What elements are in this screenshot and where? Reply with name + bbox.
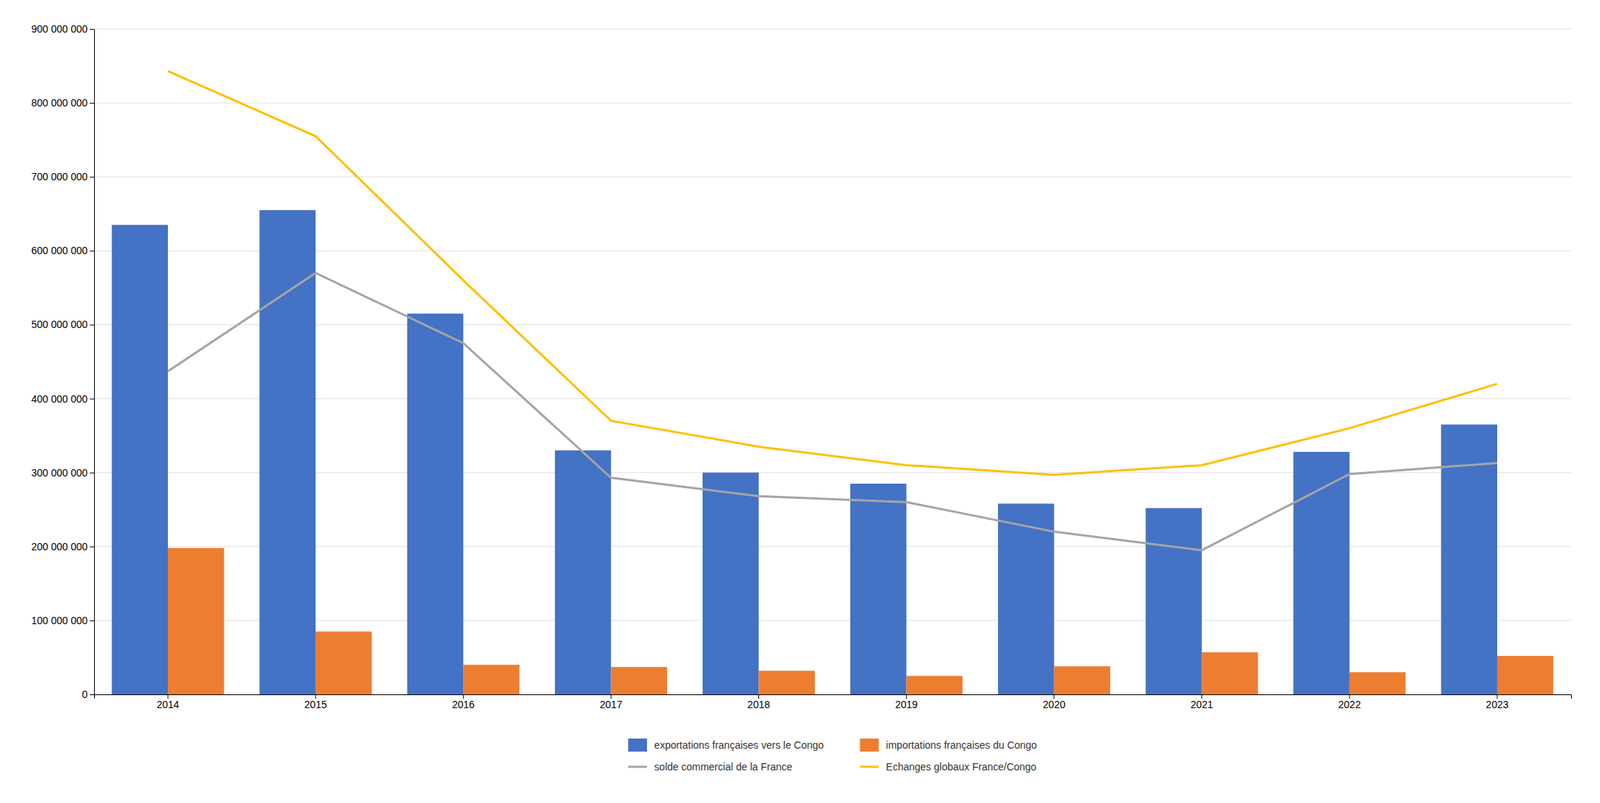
tick-mark	[89, 250, 95, 252]
tick-label: 0	[81, 688, 88, 700]
bar	[1054, 665, 1111, 694]
tick: 2015	[304, 693, 328, 710]
legend-item: Echanges globaux France/Congo	[859, 760, 1037, 773]
tick-label: 2021	[1190, 698, 1213, 710]
tick: 2019	[895, 693, 918, 710]
tick-mark	[89, 620, 95, 621]
tick: 400 000 000	[31, 392, 95, 405]
bar	[906, 675, 964, 694]
tick: 700 000 000	[31, 170, 95, 183]
tick-label: 700 000 000	[31, 170, 88, 183]
legend-swatch	[628, 765, 647, 768]
bar	[997, 503, 1055, 694]
tick-label: 500 000 000	[31, 318, 88, 330]
tick: 900 000 000	[31, 23, 95, 35]
tick: 2017	[599, 693, 623, 710]
line	[167, 70, 1498, 475]
tick-label: 400 000 000	[31, 392, 88, 405]
tick-mark	[89, 472, 95, 474]
legend-item: solde commercial de la France	[628, 760, 793, 773]
legend-label: importations françaises du Congo	[885, 738, 1037, 751]
tick: 500 000 000	[31, 318, 95, 330]
grid-line	[94, 102, 1572, 104]
legend-swatch	[628, 738, 647, 752]
tick-label: 800 000 000	[31, 96, 88, 109]
grid-line	[94, 28, 1572, 30]
tick: 300 000 000	[31, 466, 95, 479]
tick: 2016	[452, 693, 475, 710]
bar	[315, 631, 372, 694]
tick-mark	[89, 176, 95, 178]
tick-label: 2022	[1338, 698, 1361, 710]
tick: 0	[81, 688, 95, 700]
bar	[758, 670, 815, 694]
tick-mark	[89, 28, 95, 30]
bar	[850, 483, 907, 694]
tick-label: 200 000 000	[31, 540, 88, 553]
tick: 2014	[156, 693, 179, 710]
y-axis: 0 100 000 000 200 000 000 300 000 000 400 00…	[31, 23, 95, 700]
tick-label: 100 000 000	[31, 614, 88, 626]
tick-mark	[89, 546, 95, 548]
tick: 100 000 000	[31, 614, 95, 626]
tick-mark	[89, 398, 95, 400]
tick-mark	[89, 102, 95, 104]
bar	[167, 547, 225, 694]
bar	[555, 450, 612, 694]
legend-label: solde commercial de la France	[654, 760, 793, 773]
plot-area	[111, 70, 1553, 694]
tick-label: 2015	[304, 698, 328, 710]
tick-label: 2020	[1042, 698, 1066, 710]
tick-label: 2016	[452, 698, 475, 710]
bar	[1201, 652, 1259, 694]
tick-label: 2019	[895, 698, 918, 710]
tick-label: 300 000 000	[31, 466, 88, 479]
legend-label: Echanges globaux France/Congo	[885, 760, 1037, 773]
bar	[1349, 671, 1407, 694]
tick-mark	[89, 693, 95, 695]
tick: 2020	[1042, 693, 1066, 710]
tick: 200 000 000	[31, 540, 95, 553]
tick-mark	[89, 324, 95, 325]
x-axis: 2014 2015 2016 2017 2018 2019 2020 2021 2022 2023	[94, 693, 1572, 710]
bar	[111, 225, 168, 694]
chart: 2014 2015 2016 2017 2018 2019 2020 2021 2022 2023…	[0, 0, 1600, 803]
bar-series	[167, 547, 1553, 694]
legend-item: exportations françaises vers le Congo	[628, 738, 824, 752]
tick: 800 000 000	[31, 96, 95, 109]
tick-label: 2017	[599, 698, 623, 710]
tick-label: 600 000 000	[31, 244, 88, 257]
bar	[259, 209, 317, 694]
bar	[407, 313, 464, 694]
tick: 2018	[747, 693, 770, 710]
axis-line	[89, 29, 95, 695]
grid-line	[94, 176, 1572, 178]
legend-label: exportations françaises vers le Congo	[654, 738, 824, 751]
bar	[1145, 508, 1202, 694]
tick: 2021	[1190, 693, 1213, 710]
tick-label: 900 000 000	[31, 23, 88, 35]
bar	[610, 666, 668, 694]
legend-item: importations françaises du Congo	[859, 738, 1037, 752]
bar	[702, 472, 760, 694]
bar	[1497, 655, 1554, 694]
tick-label: 2023	[1485, 698, 1509, 710]
legend-swatch	[859, 765, 879, 768]
tick: 2022	[1338, 693, 1361, 710]
tick: 600 000 000	[31, 244, 95, 257]
grid	[94, 28, 1572, 694]
legend: exportations françaises vers le Congo imp…	[628, 738, 1037, 773]
tick-label: 2014	[156, 698, 179, 710]
bar	[463, 664, 520, 694]
legend-swatch	[859, 738, 879, 752]
tick-label: 2018	[747, 698, 770, 710]
tick: 2023	[1485, 693, 1509, 710]
line	[167, 272, 1498, 550]
